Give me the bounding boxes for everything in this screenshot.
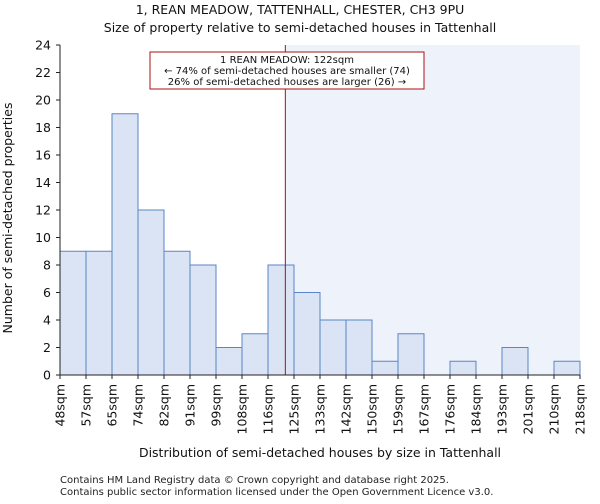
x-tick-label: 48sqm xyxy=(53,384,68,427)
bar-91sqm xyxy=(189,264,217,376)
footer-line-1: Contains HM Land Registry data © Crown c… xyxy=(60,475,449,486)
x-tick-label: 91sqm xyxy=(183,384,198,427)
bar-159sqm xyxy=(397,333,425,376)
x-tick-label: 142sqm xyxy=(339,384,354,434)
annotation-line-3: 26% of semi-detached houses are larger (… xyxy=(168,77,406,88)
bar-210sqm xyxy=(553,360,581,376)
bar-57sqm xyxy=(85,250,113,376)
x-tick-label: 150sqm xyxy=(365,384,380,434)
bar-176sqm xyxy=(449,360,477,376)
y-tick-label: 10 xyxy=(35,230,51,245)
x-tick-label: 116sqm xyxy=(261,384,276,434)
chart-title: 1, REAN MEADOW, TATTENHALL, CHESTER, CH3… xyxy=(136,2,465,17)
y-tick-label: 14 xyxy=(35,175,51,190)
bar-150sqm xyxy=(371,360,399,376)
x-tick-label: 57sqm xyxy=(79,384,94,427)
x-tick-label: 184sqm xyxy=(469,384,484,434)
y-tick-label: 22 xyxy=(35,65,51,80)
x-tick-label: 99sqm xyxy=(209,384,224,427)
y-tick-label: 12 xyxy=(35,203,51,218)
x-tick-label: 218sqm xyxy=(573,384,588,434)
bar-48sqm xyxy=(59,250,87,376)
y-tick-label: 24 xyxy=(35,38,51,53)
x-tick-label: 193sqm xyxy=(495,384,510,434)
x-tick-label: 108sqm xyxy=(235,384,250,434)
y-tick-label: 18 xyxy=(35,120,51,135)
footer-line-2: Contains public sector information licen… xyxy=(60,487,493,498)
bar-99sqm xyxy=(215,347,243,376)
bar-82sqm xyxy=(163,250,191,376)
bar-142sqm xyxy=(345,319,373,376)
y-tick-label: 0 xyxy=(43,368,51,383)
bar-133sqm xyxy=(319,319,347,376)
annotation-line-1: 1 REAN MEADOW: 122sqm xyxy=(220,55,354,66)
bar-74sqm xyxy=(137,209,165,376)
x-tick-label: 159sqm xyxy=(391,384,406,434)
x-tick-label: 201sqm xyxy=(521,384,536,434)
x-tick-label: 65sqm xyxy=(105,384,120,427)
bars-layer xyxy=(59,113,581,376)
y-tick-label: 6 xyxy=(43,285,51,300)
x-tick-label: 167sqm xyxy=(417,384,432,434)
bar-108sqm xyxy=(241,333,269,376)
x-tick-label: 125sqm xyxy=(287,384,302,434)
annotation-box xyxy=(149,51,425,90)
x-tick-label: 210sqm xyxy=(547,384,562,434)
y-axis-label: Number of semi-detached properties xyxy=(0,103,15,334)
bar-125sqm xyxy=(293,292,321,376)
bar-116sqm xyxy=(267,264,295,376)
bar-193sqm xyxy=(501,347,529,376)
x-axis-label: Distribution of semi-detached houses by … xyxy=(139,445,501,460)
annotation-line-2: ← 74% of semi-detached houses are smalle… xyxy=(164,66,410,77)
y-tick-label: 2 xyxy=(43,340,51,355)
chart-subtitle: Size of property relative to semi-detach… xyxy=(104,20,496,35)
x-tick-label: 133sqm xyxy=(313,384,328,434)
x-tick-label: 74sqm xyxy=(131,384,146,427)
y-tick-label: 20 xyxy=(35,93,51,108)
y-tick-label: 8 xyxy=(43,258,51,273)
bar-65sqm xyxy=(111,113,139,376)
x-tick-label: 82sqm xyxy=(157,384,172,427)
y-tick-label: 4 xyxy=(43,313,51,328)
x-tick-label: 176sqm xyxy=(443,384,458,434)
x-axis: 48sqm 57sqm 65sqm 74sqm 82sqm 91sqm 99sqm 108sq… xyxy=(53,374,588,434)
y-tick-label: 16 xyxy=(35,148,51,163)
